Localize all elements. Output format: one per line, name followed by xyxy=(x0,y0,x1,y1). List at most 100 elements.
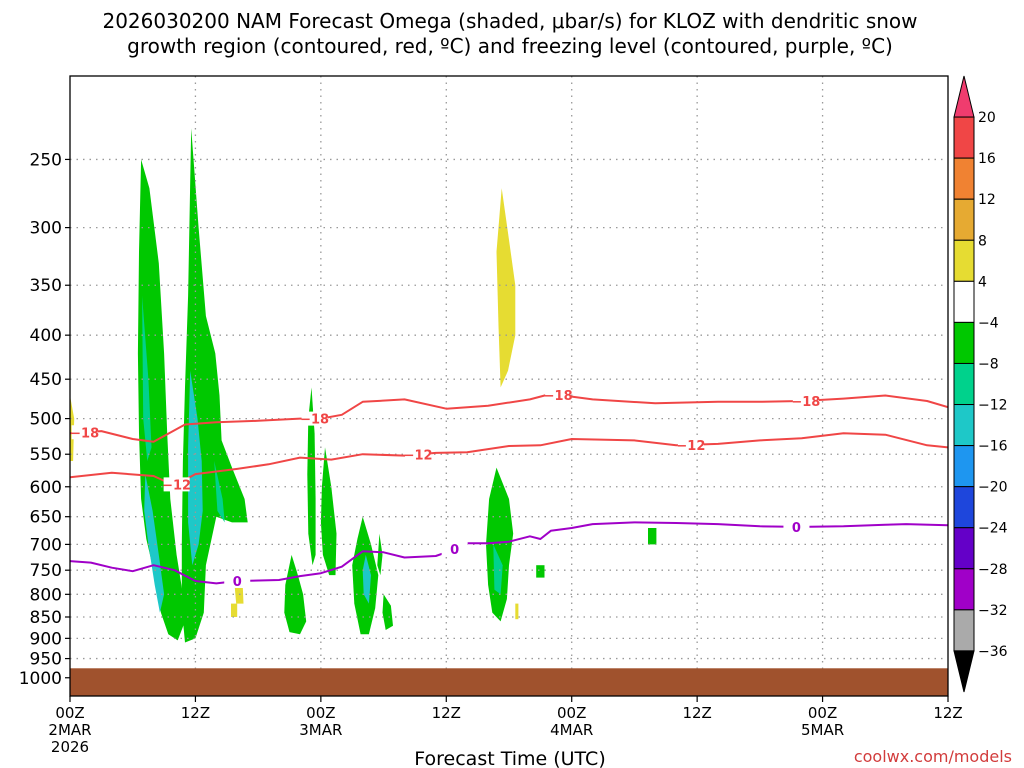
omega-region-16 xyxy=(493,544,503,595)
colorbar-label: −20 xyxy=(978,480,1008,496)
x-tick-label: 3MAR xyxy=(299,721,342,739)
x-tick-label: 00Z xyxy=(808,704,837,722)
contour-label-bg xyxy=(405,447,432,462)
y-tick-label: 400 xyxy=(30,326,62,346)
colorbar-cell xyxy=(953,239,975,282)
x-tick-label: 12Z xyxy=(181,704,210,722)
colorbar-cell xyxy=(953,157,975,200)
contour-label-bg xyxy=(783,519,810,534)
contour-line-1 xyxy=(70,432,948,487)
contour-label: −12 xyxy=(676,439,705,454)
colorbar-cell xyxy=(953,527,975,570)
omega-region-10 xyxy=(648,528,657,545)
y-tick-label: 600 xyxy=(30,478,62,498)
omega-region-21 xyxy=(515,603,519,620)
y-tick-label: 550 xyxy=(30,445,62,465)
y-tick-label: 350 xyxy=(30,276,62,296)
omega-region-13 xyxy=(188,370,203,566)
plot-border xyxy=(69,75,949,697)
colorbar-cell xyxy=(953,116,975,159)
contour-label-bg xyxy=(163,477,190,492)
colorbar-cell xyxy=(953,609,975,652)
colorbar-label: 4 xyxy=(978,274,987,290)
contour-label-bg xyxy=(792,393,819,408)
contour-label-bg xyxy=(441,541,468,556)
colorbar-label: −4 xyxy=(978,315,999,331)
omega-region-9 xyxy=(536,565,545,578)
contour-label: −18 xyxy=(70,426,99,441)
omega-region-7 xyxy=(382,594,393,630)
x-tick-label: 4MAR xyxy=(550,721,593,739)
contour-label-bg xyxy=(224,574,251,589)
omega-region-11 xyxy=(144,474,165,613)
colorbar-cell xyxy=(953,404,975,447)
omega-region-15 xyxy=(362,554,371,604)
x-tick-label: 2MAR xyxy=(48,721,91,739)
colorbar-cell xyxy=(953,321,975,364)
x-tick-label: 12Z xyxy=(933,704,962,722)
contour-label: −12 xyxy=(162,478,191,493)
contour-label: 0 xyxy=(450,543,459,558)
contour-label: −18 xyxy=(300,413,329,428)
chart-title-line1: 2026030200 NAM Forecast Omega (shaded, μ… xyxy=(102,9,917,33)
colorbar-label: 16 xyxy=(978,151,996,167)
contour-label-bg xyxy=(301,411,328,426)
y-tick-label: 450 xyxy=(30,370,62,390)
colorbar-cell xyxy=(953,362,975,406)
plot-frame xyxy=(69,75,949,697)
y-tick-label: 500 xyxy=(30,410,62,430)
colorbar-cell xyxy=(953,198,975,241)
contour-label-bg xyxy=(71,425,98,440)
omega-region-17 xyxy=(496,188,516,388)
y-tick-label: 750 xyxy=(30,561,62,581)
omega-region-6 xyxy=(377,533,383,576)
chart-title-line2: growth region (contoured, red, ºC) and f… xyxy=(127,34,893,58)
contour-label: 0 xyxy=(792,521,801,536)
colorbar-label: −12 xyxy=(978,398,1008,414)
colorbar-label: −36 xyxy=(978,644,1008,660)
contour-label-bg xyxy=(677,437,704,452)
contour-label: 0 xyxy=(233,575,242,590)
colorbar-cell xyxy=(953,280,975,323)
y-tick-label: 800 xyxy=(30,585,62,605)
colorbar-label: −8 xyxy=(978,356,999,372)
colorbar-arrow-top xyxy=(953,75,975,118)
omega-region-20 xyxy=(231,603,238,617)
colorbar-label: −24 xyxy=(978,521,1008,537)
y-tick-label: 300 xyxy=(30,219,62,239)
y-tick-label: 1000 xyxy=(19,669,62,689)
y-tick-label: 950 xyxy=(30,650,62,670)
contour-labels: −18 −18 −18 −18 −12 −12 −12 0 0 0 xyxy=(70,387,820,590)
source-credit: coolwx.com/models xyxy=(854,747,1012,766)
contour-label: −18 xyxy=(791,395,820,410)
colorbar-cell xyxy=(953,486,975,529)
contour-label-bg xyxy=(545,387,572,402)
x-tick-label: 00Z xyxy=(306,704,335,722)
omega-region-2 xyxy=(284,554,307,635)
x-tick-label: 2026 xyxy=(51,738,89,756)
omega-region-12 xyxy=(142,295,152,461)
y-tick-label: 700 xyxy=(30,535,62,555)
omega-region-4 xyxy=(320,447,337,576)
x-tick-label: 12Z xyxy=(432,704,461,722)
terrain-band xyxy=(70,668,948,696)
colorbar-legend: 20 16 12 8 4 −4 −8 −12 −16 −20 −24 −28 −32 −36 xyxy=(953,75,1008,693)
omega-region-3 xyxy=(307,387,316,566)
y-axis-ticks: 250 300 350 400 450 500 550 600 650 700 750 800 850 9… xyxy=(19,150,70,689)
colorbar-arrow-bottom xyxy=(953,650,975,693)
x-tick-label: 12Z xyxy=(682,704,711,722)
y-tick-label: 250 xyxy=(30,150,62,170)
x-tick-label: 00Z xyxy=(55,704,84,722)
contour-label: −18 xyxy=(544,389,573,404)
colorbar-cell xyxy=(953,445,975,488)
x-tick-label: 00Z xyxy=(557,704,586,722)
colorbar-label: −28 xyxy=(978,562,1008,578)
x-axis-label: Forecast Time (UTC) xyxy=(414,748,605,768)
colorbar-label: −32 xyxy=(978,603,1008,619)
y-tick-label: 850 xyxy=(30,608,62,628)
colorbar-label: −16 xyxy=(978,439,1008,455)
y-tick-label: 650 xyxy=(30,508,62,528)
colorbar-cell xyxy=(953,568,975,611)
x-tick-label: 5MAR xyxy=(801,721,844,739)
